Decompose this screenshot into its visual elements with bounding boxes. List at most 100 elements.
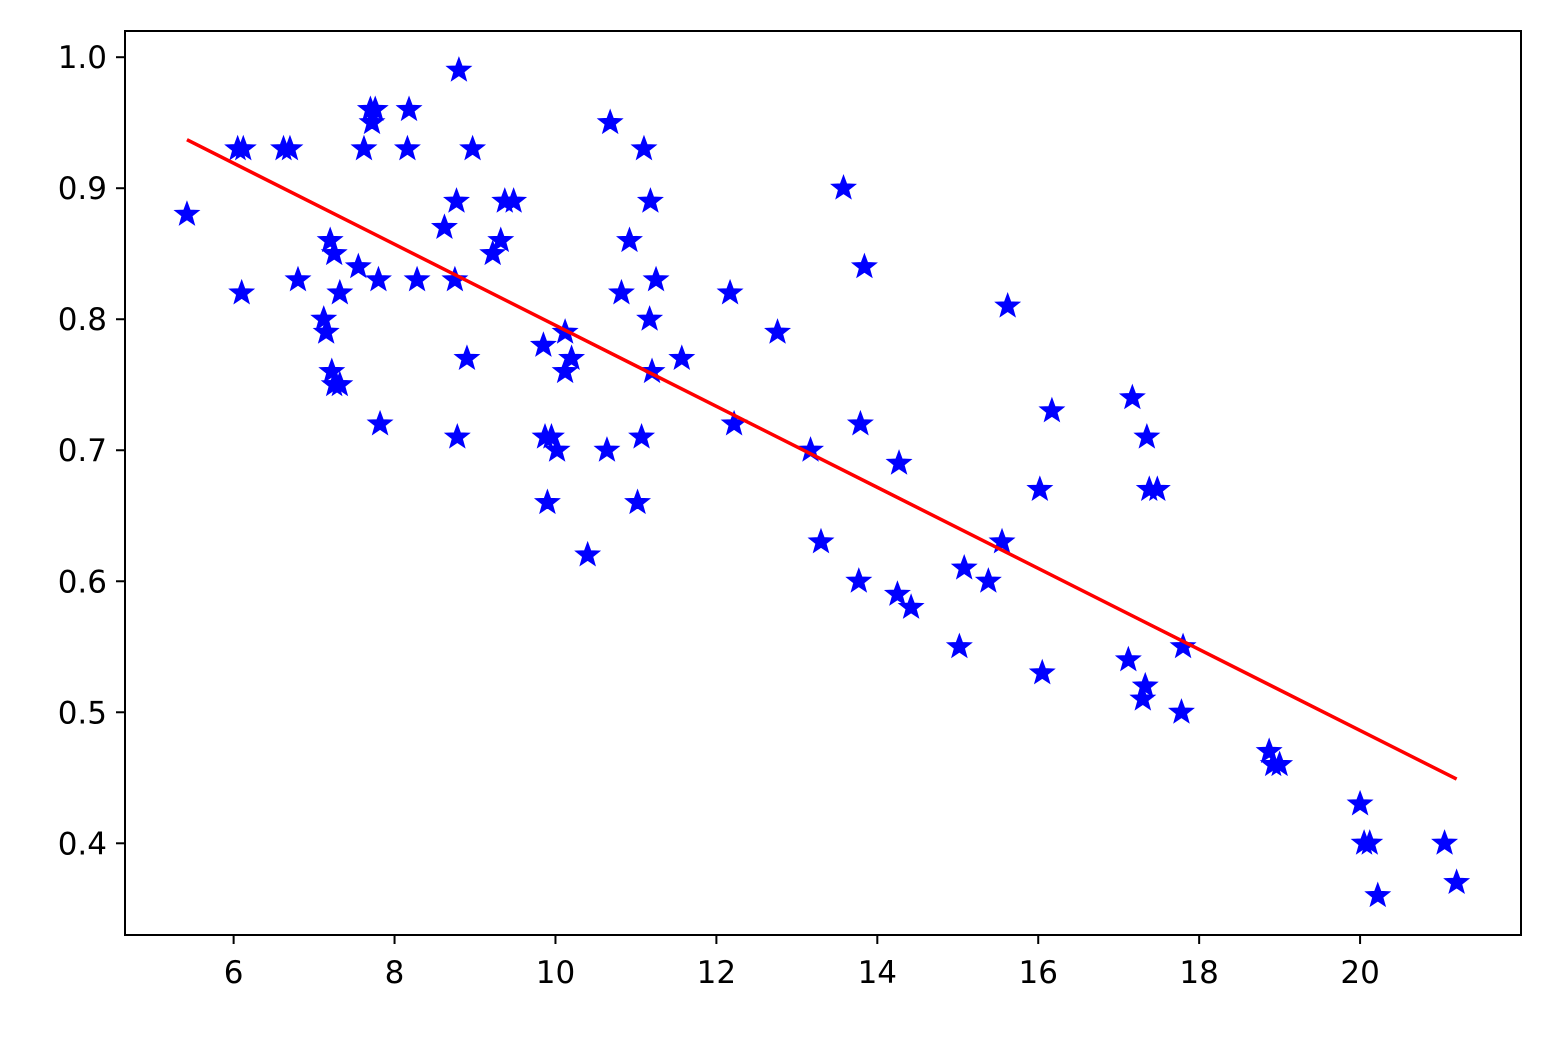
y-tick-label-5: 0.9 bbox=[58, 171, 107, 207]
data-point-7 bbox=[310, 305, 338, 331]
plot-layer bbox=[173, 56, 1471, 908]
y-tick-label-1: 0.5 bbox=[58, 695, 107, 731]
axes-frame bbox=[124, 30, 1522, 936]
data-point-27 bbox=[443, 187, 470, 213]
data-point-83 bbox=[1143, 475, 1171, 502]
data-point-70 bbox=[950, 553, 978, 580]
data-point-67 bbox=[885, 449, 913, 475]
data-point-47 bbox=[607, 278, 635, 305]
x-tick-label-6: 18 bbox=[1179, 955, 1218, 991]
data-point-21 bbox=[366, 409, 394, 436]
data-point-26 bbox=[441, 265, 469, 292]
data-point-91 bbox=[1356, 829, 1384, 855]
data-point-86 bbox=[1255, 737, 1283, 764]
x-tick-label-1: 8 bbox=[385, 955, 405, 991]
data-point-68 bbox=[897, 593, 925, 619]
data-point-42 bbox=[551, 357, 579, 384]
data-point-50 bbox=[628, 422, 656, 449]
data-point-15 bbox=[344, 252, 372, 279]
x-tick-label-2: 10 bbox=[536, 955, 575, 991]
data-point-11 bbox=[320, 239, 348, 266]
data-point-39 bbox=[537, 422, 565, 449]
data-point-0 bbox=[173, 200, 201, 226]
data-point-36 bbox=[529, 331, 557, 357]
data-point-78 bbox=[1118, 383, 1146, 410]
data-point-48 bbox=[616, 226, 643, 253]
x-tick-label-0: 6 bbox=[224, 955, 244, 991]
y-tick-label-3: 0.7 bbox=[58, 433, 107, 469]
data-point-94 bbox=[1443, 868, 1471, 895]
data-point-89 bbox=[1346, 789, 1374, 816]
data-point-38 bbox=[533, 488, 561, 515]
axes-layer: 6 8 10 12 14 16 18 20 0.4 0.5 0.6 0.7 0.8 0.9 1.0 bbox=[58, 30, 1522, 991]
data-point-76 bbox=[1038, 396, 1066, 423]
data-point-53 bbox=[636, 187, 664, 213]
data-point-3 bbox=[228, 278, 256, 305]
data-point-10 bbox=[318, 357, 346, 384]
data-point-19 bbox=[361, 95, 389, 122]
data-point-13 bbox=[326, 370, 354, 397]
data-point-2 bbox=[229, 134, 257, 161]
x-tick-label-4: 14 bbox=[858, 955, 897, 991]
data-point-93 bbox=[1431, 829, 1459, 855]
data-point-72 bbox=[988, 527, 1016, 554]
x-tick-label-7: 20 bbox=[1340, 955, 1379, 991]
data-point-44 bbox=[574, 540, 602, 567]
data-point-64 bbox=[846, 409, 874, 436]
y-tick-label-0: 0.4 bbox=[58, 826, 107, 862]
data-point-49 bbox=[624, 488, 652, 515]
data-point-75 bbox=[1028, 658, 1056, 685]
data-point-56 bbox=[668, 344, 696, 370]
data-point-59 bbox=[764, 318, 792, 344]
data-point-61 bbox=[807, 527, 835, 554]
data-point-9 bbox=[316, 226, 344, 253]
data-point-25 bbox=[430, 213, 458, 239]
data-point-65 bbox=[850, 252, 878, 279]
data-point-28 bbox=[443, 422, 471, 449]
data-point-33 bbox=[487, 226, 515, 253]
data-point-69 bbox=[945, 632, 973, 659]
data-point-20 bbox=[364, 265, 392, 292]
data-point-77 bbox=[1114, 645, 1142, 672]
data-point-92 bbox=[1364, 881, 1392, 908]
data-point-57 bbox=[716, 278, 744, 305]
data-point-71 bbox=[974, 567, 1002, 593]
data-point-73 bbox=[994, 291, 1022, 318]
data-point-40 bbox=[543, 436, 571, 462]
data-point-5 bbox=[276, 134, 304, 161]
data-point-24 bbox=[403, 265, 431, 292]
data-point-23 bbox=[395, 95, 423, 122]
data-point-55 bbox=[642, 265, 670, 292]
data-point-74 bbox=[1026, 475, 1054, 502]
data-point-62 bbox=[830, 174, 857, 200]
y-tick-label-6: 1.0 bbox=[58, 40, 107, 76]
data-point-8 bbox=[312, 318, 340, 344]
data-point-35 bbox=[500, 187, 528, 213]
data-point-22 bbox=[393, 134, 421, 161]
data-point-6 bbox=[284, 265, 312, 292]
data-point-51 bbox=[630, 134, 658, 161]
data-point-80 bbox=[1131, 671, 1159, 698]
data-point-52 bbox=[636, 305, 664, 331]
data-point-16 bbox=[350, 134, 378, 161]
x-tick-label-3: 12 bbox=[697, 955, 736, 991]
data-point-85 bbox=[1169, 632, 1197, 659]
data-point-46 bbox=[596, 108, 624, 135]
y-tick-label-4: 0.8 bbox=[58, 302, 107, 338]
y-tick-label-2: 0.6 bbox=[58, 564, 107, 600]
data-point-30 bbox=[453, 344, 481, 370]
data-point-31 bbox=[459, 134, 487, 161]
data-point-63 bbox=[845, 567, 873, 593]
x-tick-label-5: 16 bbox=[1019, 955, 1058, 991]
data-point-66 bbox=[883, 580, 911, 606]
data-point-45 bbox=[593, 436, 621, 462]
data-point-88 bbox=[1266, 750, 1294, 777]
data-point-32 bbox=[479, 239, 507, 266]
data-point-29 bbox=[445, 56, 473, 82]
data-point-84 bbox=[1167, 698, 1195, 724]
data-point-81 bbox=[1133, 422, 1161, 449]
fit-line bbox=[186, 138, 1458, 781]
